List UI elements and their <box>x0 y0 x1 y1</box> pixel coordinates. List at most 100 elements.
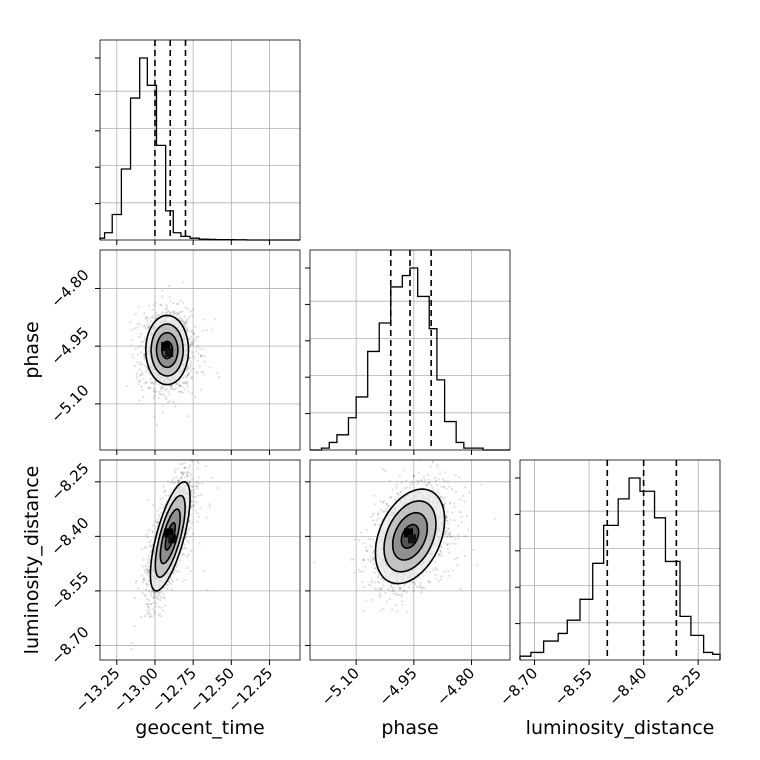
sample-point <box>191 314 194 317</box>
sample-point <box>183 322 187 325</box>
sample-point <box>412 581 415 584</box>
sample-point <box>420 591 423 594</box>
sample-point <box>193 356 196 359</box>
sample-point <box>176 302 179 306</box>
sample-point <box>443 541 446 544</box>
sample-point <box>185 471 189 475</box>
sample-point <box>189 369 192 372</box>
sample-point <box>186 325 189 328</box>
sample-point <box>375 588 378 591</box>
sample-point <box>147 602 150 606</box>
sample-point <box>186 319 189 323</box>
sample-point <box>150 545 153 549</box>
sample-point <box>450 487 454 491</box>
sample-point <box>188 481 192 484</box>
sample-point <box>169 481 172 484</box>
sample-point <box>357 568 360 571</box>
contour-line <box>160 340 174 360</box>
sample-point <box>189 310 192 313</box>
sample-point <box>380 586 383 590</box>
sample-point <box>186 390 190 393</box>
sample-point <box>189 549 193 552</box>
sample-point <box>373 581 376 584</box>
sample-point <box>184 321 188 324</box>
sample-point <box>147 325 150 328</box>
sample-point <box>392 586 395 590</box>
sample-point <box>373 523 376 526</box>
sample-point <box>384 591 387 595</box>
sample-point <box>167 494 171 497</box>
sample-point <box>144 595 147 598</box>
sample-point <box>177 390 180 393</box>
sample-point <box>175 386 178 390</box>
sample-point <box>153 390 156 394</box>
sample-point <box>137 380 140 383</box>
sample-point <box>200 354 203 357</box>
sample-point <box>191 485 195 489</box>
sample-point <box>186 539 189 543</box>
sample-point <box>185 536 188 539</box>
sample-point <box>185 554 189 558</box>
sample-point <box>152 596 155 600</box>
sample-point <box>448 574 451 577</box>
sample-point <box>142 346 146 350</box>
sample-point <box>446 522 450 525</box>
sample-point <box>203 570 206 573</box>
x-ticks-phase <box>355 450 473 455</box>
sample-point <box>185 328 189 331</box>
sample-point <box>171 479 174 482</box>
sample-point <box>378 592 381 595</box>
sample-point <box>151 382 154 385</box>
sample-point <box>143 355 146 358</box>
sample-point <box>148 386 151 389</box>
sample-point <box>359 570 362 573</box>
sample-point <box>393 590 396 593</box>
sample-point <box>181 385 184 388</box>
sample-point <box>173 313 176 316</box>
sample-point <box>174 405 177 408</box>
sample-point <box>184 578 187 582</box>
sample-point <box>156 594 160 597</box>
sample-point <box>186 307 189 311</box>
sample-point <box>196 467 199 470</box>
sample-point <box>190 500 193 503</box>
sample-point <box>458 476 461 479</box>
sample-point <box>463 500 466 503</box>
sample-point <box>139 351 142 354</box>
sample-point <box>189 526 192 529</box>
sample-point <box>362 609 365 613</box>
sample-point <box>377 517 380 520</box>
panel-frame <box>99 249 301 451</box>
sample-point <box>390 608 394 611</box>
sample-point <box>410 583 413 586</box>
sample-point <box>145 571 148 575</box>
sample-point <box>142 579 145 582</box>
sample-point <box>168 400 171 403</box>
sample-point <box>201 329 205 332</box>
sample-point <box>440 554 443 557</box>
sample-point <box>444 471 447 474</box>
sample-point <box>446 510 449 513</box>
contour-line <box>149 480 191 592</box>
sample-point <box>444 501 447 505</box>
sample-point <box>134 596 137 600</box>
sample-point <box>446 536 449 539</box>
sample-point <box>434 477 437 480</box>
sample-point <box>139 379 142 383</box>
sample-point <box>196 480 199 483</box>
sample-point <box>153 610 156 613</box>
sample-point <box>131 328 134 331</box>
sample-point <box>147 322 150 325</box>
density-panel-phase-luminosity_distance <box>309 459 511 661</box>
density-panel-geocent_time-luminosity_distance <box>99 459 301 661</box>
sample-point <box>446 480 450 483</box>
sample-point <box>190 489 193 493</box>
sample-point <box>313 561 316 564</box>
sample-point <box>190 335 193 338</box>
sample-point <box>384 508 388 511</box>
sample-point <box>144 547 147 550</box>
sample-point <box>167 390 170 393</box>
sample-point <box>183 381 186 384</box>
sample-point <box>150 543 154 546</box>
sample-point <box>444 514 447 517</box>
